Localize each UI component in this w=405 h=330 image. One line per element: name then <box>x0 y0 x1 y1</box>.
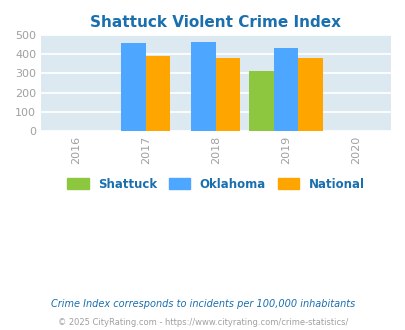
Bar <box>191 42 215 131</box>
Bar <box>273 48 298 131</box>
Legend: Shattuck, Oklahoma, National: Shattuck, Oklahoma, National <box>63 173 368 195</box>
Text: © 2025 CityRating.com - https://www.cityrating.com/crime-statistics/: © 2025 CityRating.com - https://www.city… <box>58 318 347 327</box>
Bar <box>215 58 240 131</box>
Bar <box>249 71 273 131</box>
Text: Crime Index corresponds to incidents per 100,000 inhabitants: Crime Index corresponds to incidents per… <box>51 299 354 309</box>
Bar <box>121 43 146 131</box>
Title: Shattuck Violent Crime Index: Shattuck Violent Crime Index <box>90 15 341 30</box>
Bar <box>298 58 322 131</box>
Bar <box>146 55 170 131</box>
